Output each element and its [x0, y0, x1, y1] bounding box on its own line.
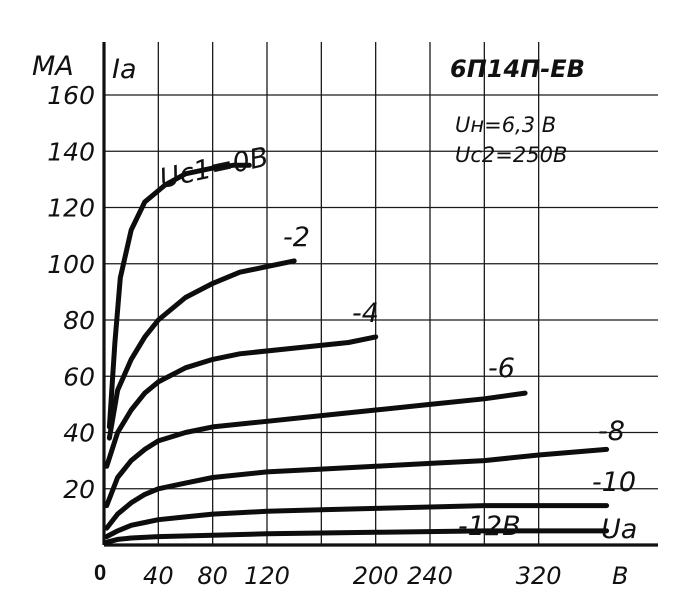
- curve-5: [104, 446, 610, 531]
- curve-label-7: -12В: [458, 511, 521, 542]
- x-tick-label-120: 120: [244, 562, 290, 590]
- curve-label-3: -4: [352, 298, 379, 329]
- curve-2: [106, 258, 297, 441]
- y-tick-label-80: 80: [63, 306, 95, 335]
- x-tick-label-80: 80: [197, 562, 228, 590]
- curve-4: [104, 390, 528, 509]
- y-unit-label: МА: [32, 51, 74, 82]
- curve-label-2: -2: [283, 222, 310, 253]
- curve-label-4: -6: [488, 353, 515, 384]
- x-axis-label: Uа: [601, 514, 637, 545]
- y-tick-label-140: 140: [47, 137, 95, 166]
- y-tick-label-100: 100: [47, 250, 95, 279]
- y-axis-label: Iа: [112, 54, 137, 85]
- grid: [104, 42, 658, 545]
- y-tick-label-60: 60: [63, 362, 95, 391]
- chart-title: 6П14П-ЕВ: [450, 55, 585, 83]
- x-unit-label: В: [612, 562, 628, 590]
- x-tick-label-200: 200: [353, 562, 399, 590]
- axes: [102, 42, 658, 547]
- curve-7: [104, 528, 610, 545]
- y-tick-label-160: 160: [47, 81, 95, 110]
- x-tick-label-320: 320: [516, 562, 562, 590]
- y-tick-label-120: 120: [47, 194, 95, 223]
- heater-voltage-annotation: Uн=6,3 В: [455, 113, 556, 137]
- series-group: [104, 162, 610, 545]
- screen-voltage-annotation: Uс2=250В: [455, 143, 567, 167]
- curve-1: [106, 162, 252, 430]
- x-tick-label-40: 40: [143, 562, 174, 590]
- curve-label-5: -8: [598, 416, 625, 447]
- labels-group: 20 40 60 80 100 120 140 160 40 80 120 200 240 320 Uс1=…: [47, 81, 636, 590]
- y-tick-label-40: 40: [63, 419, 95, 448]
- curve-label-1: Uс1=0В: [157, 142, 271, 195]
- curve-label-6: -10: [592, 467, 636, 498]
- y-tick-label-20: 20: [63, 475, 95, 504]
- curve-6: [104, 503, 610, 540]
- origin-label: 0: [94, 560, 106, 585]
- curve-3: [104, 334, 379, 469]
- x-tick-label-240: 240: [407, 562, 453, 590]
